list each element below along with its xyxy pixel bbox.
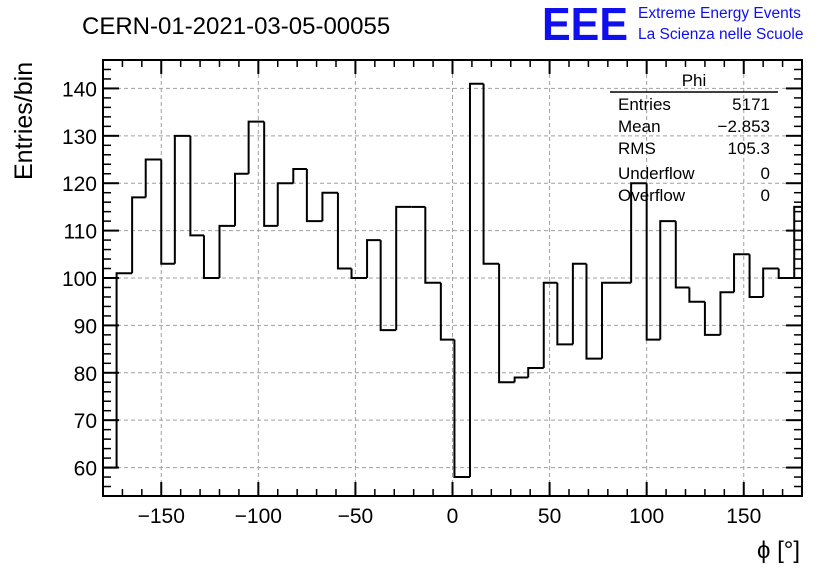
- histogram-bin: [601, 281, 618, 359]
- histogram-bin: [468, 82, 484, 478]
- stats-rms-value: 105.3: [727, 139, 770, 158]
- eee-logo: EEE: [542, 0, 628, 50]
- histogram-bin: [542, 281, 558, 369]
- y-tick-label: 110: [64, 221, 97, 244]
- histogram-bin: [793, 205, 802, 278]
- histogram-bin: [202, 235, 220, 279]
- histogram-bin: [733, 253, 750, 293]
- histogram-bin: [379, 240, 397, 332]
- x-tick-label: 100: [629, 505, 664, 528]
- histogram-bin: [556, 282, 573, 346]
- stats-mean-label: Mean: [618, 117, 661, 136]
- histogram-bin: [719, 291, 735, 335]
- histogram-bin: [513, 376, 529, 383]
- histogram-bin: [585, 263, 603, 360]
- y-tick-label: 70: [74, 410, 97, 433]
- histogram-bin: [292, 168, 307, 184]
- org-tagline: La Scienza nelle Scuole: [638, 26, 803, 43]
- histogram-bin: [366, 239, 381, 278]
- histogram-bin: [703, 301, 721, 336]
- y-tick-label: 140: [62, 78, 97, 101]
- y-tick-label: 100: [62, 268, 97, 291]
- y-tick-label: 80: [74, 363, 97, 386]
- histogram-bin: [762, 267, 779, 297]
- stats-mean-value: −2.853: [718, 117, 770, 136]
- stats-rms-label: RMS: [618, 139, 656, 158]
- histogram-series: [102, 82, 803, 496]
- histogram-bin: [218, 224, 236, 278]
- histogram-bin: [276, 182, 294, 226]
- histogram-bin: [748, 254, 764, 298]
- histogram-bin: [115, 272, 133, 468]
- x-tick-label: 150: [726, 505, 761, 528]
- stats-entries-label: Entries: [618, 95, 671, 114]
- histogram-bin: [674, 221, 690, 289]
- histogram-bin: [247, 120, 265, 174]
- x-tick-label: 0: [447, 505, 459, 528]
- grid: [103, 60, 802, 496]
- y-tick-label: 90: [74, 315, 97, 338]
- histogram-bin: [234, 172, 249, 226]
- stats-box: Phi Entries 5171 Mean −2.853 RMS 105.3 U…: [610, 71, 778, 205]
- histogram-bin: [102, 466, 117, 496]
- histogram-bin: [305, 169, 323, 223]
- histogram-bin: [439, 282, 455, 341]
- stats-underflow-value: 0: [761, 164, 770, 183]
- histogram-bin: [571, 262, 587, 345]
- y-tick-label: 120: [62, 173, 97, 196]
- stats-entries-value: 5171: [732, 95, 770, 114]
- histogram-bin: [777, 268, 795, 279]
- y-tick-label: 60: [74, 458, 97, 481]
- histogram-bin: [131, 196, 146, 274]
- x-axis-label: ϕ [°]: [757, 537, 800, 564]
- histogram-bin: [189, 135, 204, 237]
- stats-title: Phi: [682, 71, 707, 90]
- histogram-bin: [350, 268, 368, 279]
- histogram-bin: [645, 183, 661, 341]
- x-tick-label: 50: [538, 505, 561, 528]
- histogram-bin: [498, 263, 515, 384]
- stats-overflow-value: 0: [761, 186, 770, 205]
- y-tick-label: 130: [62, 126, 97, 149]
- histogram-bin: [482, 83, 500, 265]
- histogram-bin: [630, 182, 647, 283]
- x-tick-label: −50: [338, 505, 374, 528]
- x-tick-label: −150: [138, 505, 185, 528]
- histogram-bin: [527, 367, 544, 378]
- histogram-bin: [453, 339, 470, 479]
- histogram-bin: [336, 192, 352, 270]
- histogram-bin: [173, 134, 191, 264]
- run-title: CERN-01-2021-03-05-00055: [82, 13, 390, 40]
- histogram-bin: [395, 205, 412, 331]
- y-axis-label: Entries/bin: [10, 62, 38, 180]
- stats-overflow-label: Overflow: [618, 186, 686, 205]
- stats-underflow-label: Underflow: [618, 164, 695, 183]
- x-tick-label: −100: [235, 505, 282, 528]
- histogram-bin: [424, 206, 441, 284]
- histogram-bin: [144, 158, 162, 198]
- org-name: Extreme Energy Events: [638, 5, 801, 22]
- histogram-bin: [321, 191, 338, 222]
- histogram-bin: [659, 220, 676, 340]
- histogram-bin: [688, 287, 705, 303]
- histogram-bin: [160, 159, 175, 265]
- axes: −150 −100 −50 0 50 100 150 60 70 80 90 100 110 120 130…: [62, 59, 803, 528]
- histogram-bin: [263, 121, 278, 227]
- eee-logo-text: EEE: [542, 0, 628, 50]
